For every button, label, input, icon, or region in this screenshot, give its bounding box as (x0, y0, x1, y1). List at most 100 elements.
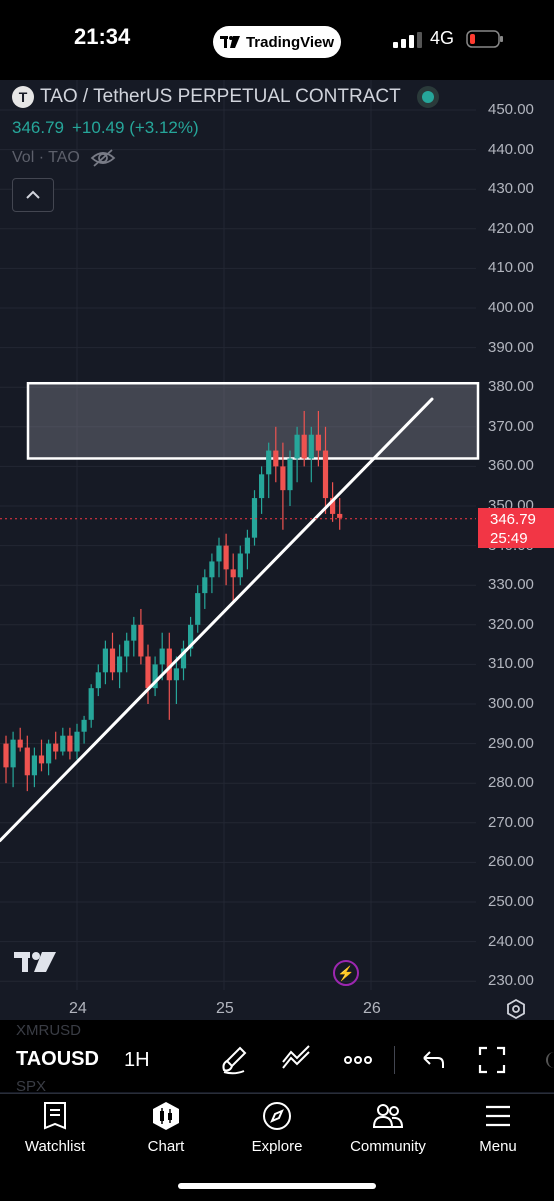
candle-up (95, 672, 101, 689)
network-type: 4G (430, 28, 455, 48)
tab-chart[interactable]: Chart (116, 1100, 216, 1155)
tab-explore[interactable]: Explore (227, 1100, 327, 1155)
tradingview-pill[interactable]: TradingView (213, 26, 341, 58)
price-axis-label: 400.00 (488, 299, 534, 316)
candle-up (202, 577, 208, 594)
candle-up (287, 458, 293, 491)
price-axis-label: 450.00 (488, 101, 534, 118)
background-ticker: XMRUSD (16, 1022, 82, 1039)
tab-menu[interactable]: Menu (448, 1100, 548, 1155)
status-time: 21:34 (74, 24, 131, 49)
time-axis-label: 25 (216, 1000, 234, 1017)
tab-label: Watchlist (24, 1138, 86, 1155)
candle-up (117, 656, 123, 673)
compass-icon (263, 1102, 291, 1130)
timeframe-button[interactable]: 1H (124, 1049, 150, 1071)
candle-up (74, 731, 80, 752)
price-axis-label: 300.00 (488, 695, 534, 712)
candle-up (60, 735, 66, 752)
undo-icon[interactable] (416, 1044, 448, 1076)
book-icon (44, 1102, 66, 1130)
collapse-legend-button[interactable] (12, 178, 54, 212)
candlestick-chart[interactable] (0, 80, 554, 1020)
cellular-signal-icon (393, 32, 422, 48)
price-axis-label: 440.00 (488, 140, 534, 158)
candle-up (31, 755, 37, 776)
app-pill-label: TradingView (245, 33, 335, 51)
candle-down (337, 513, 343, 518)
chart-toolbar (0, 1020, 554, 1092)
candle-down (330, 498, 336, 514)
candle-up (10, 739, 16, 768)
price-tag-countdown: 25:49 (490, 530, 528, 547)
price-axis-label: 250.00 (488, 893, 534, 910)
tab-label: Community (350, 1138, 426, 1155)
candle-down (3, 743, 9, 768)
symbol-header[interactable]: T TAO / TetherUS PERPETUAL CONTRACT (12, 86, 439, 108)
price-axis-label: 230.00 (488, 972, 534, 990)
last-price-tag: 346.79 25:49 (478, 508, 554, 548)
candle-down (280, 466, 286, 491)
candle-down (301, 434, 307, 459)
price-axis-label: 360.00 (488, 457, 534, 475)
hexagon-settings-icon[interactable] (505, 998, 527, 1020)
price-axis-label: 270.00 (488, 813, 534, 831)
candle-up (266, 450, 272, 475)
price-axis-label: 370.00 (488, 417, 534, 435)
candle-up (81, 719, 87, 732)
people-icon (372, 1104, 404, 1128)
last-price: 346.79 (12, 118, 64, 137)
candle-up (88, 688, 94, 720)
price-axis-label: 380.00 (488, 378, 534, 396)
price-axis-label: 390.00 (488, 338, 534, 356)
price-change: +10.49 (+3.12%) (72, 118, 199, 137)
chevron-up-icon (26, 190, 40, 199)
chart-pane[interactable] (0, 80, 554, 1020)
candle-down (315, 434, 321, 451)
toolbar-divider (394, 1046, 395, 1074)
background-ticker: SPX (16, 1078, 47, 1095)
candle-up (251, 498, 258, 538)
candle-down (166, 648, 172, 681)
lightning-icon[interactable]: ⚡ (333, 960, 359, 986)
candle-down (322, 450, 329, 499)
eye-hidden-icon[interactable] (90, 148, 116, 168)
price-axis-label: 260.00 (488, 853, 534, 871)
price-axis-label: 290.00 (488, 734, 534, 752)
candle-up (102, 648, 108, 673)
candle-down (145, 656, 151, 689)
candles-icon (153, 1102, 179, 1130)
price-axis-label: 320.00 (488, 615, 534, 633)
time-axis-label: 26 (363, 1000, 381, 1017)
volume-label: Vol · TAO (12, 149, 80, 166)
candle-down (223, 545, 229, 570)
price-summary: 346.79 +10.49 (+3.12%) (12, 118, 199, 138)
more-options-icon[interactable] (342, 1044, 374, 1076)
brush-drawing-icon[interactable] (218, 1044, 250, 1076)
candle-up (216, 545, 222, 562)
battery-icon (466, 30, 503, 48)
fullscreen-icon[interactable] (476, 1044, 508, 1076)
tab-watchlist[interactable]: Watchlist (5, 1100, 105, 1155)
scroll-hint (546, 1052, 554, 1068)
candle-up (152, 664, 158, 689)
trendline-tools-icon[interactable] (280, 1044, 312, 1076)
candle-up (124, 640, 130, 657)
candle-up (131, 624, 137, 641)
candle-up (159, 648, 165, 665)
candle-up (209, 561, 215, 578)
tab-label: Chart (147, 1138, 185, 1155)
candle-down (38, 755, 45, 764)
candle-down (273, 450, 279, 467)
resistance-zone-rectangle (26, 381, 480, 460)
symbol-title: TAO / TetherUS PERPETUAL CONTRACT (40, 86, 401, 107)
candle-up (195, 593, 201, 625)
tab-label: Explore (251, 1138, 303, 1155)
candle-down (24, 747, 30, 776)
tab-community[interactable]: Community (338, 1100, 438, 1155)
candle-up (173, 668, 179, 681)
price-axis-label: 430.00 (488, 180, 534, 198)
symbol-search-button[interactable]: TAOUSD (16, 1048, 99, 1070)
home-indicator (178, 1183, 376, 1189)
candle-down (67, 735, 73, 752)
